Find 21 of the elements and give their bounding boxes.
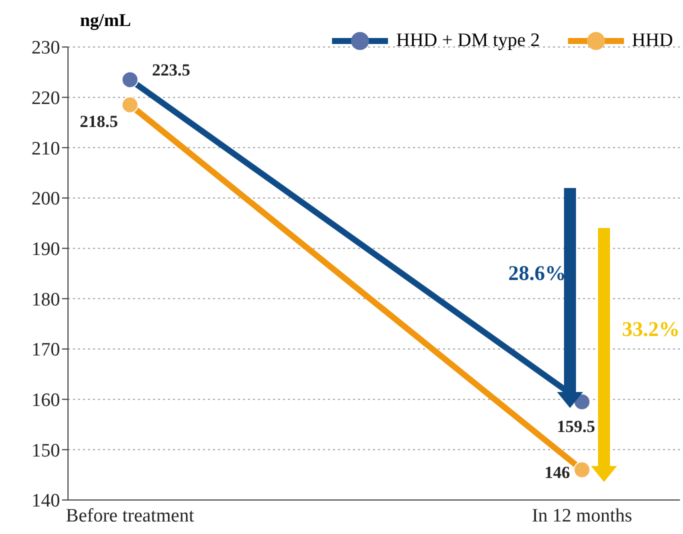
y-tick-label: 190 (32, 239, 60, 260)
y-tick-label: 210 (32, 138, 60, 160)
y-tick-label: 170 (32, 340, 60, 361)
y-tick-label: 200 (32, 188, 60, 210)
data-label: 146 (544, 462, 570, 482)
y-tick-label: 180 (32, 289, 60, 310)
data-label: 159.5 (556, 416, 596, 436)
data-label: 218.5 (80, 112, 118, 131)
annotation: 33.2% (622, 317, 680, 341)
x-tick-label: Before treatment (66, 505, 195, 526)
x-tick-label: In 12 months (532, 505, 632, 526)
data-label: 223.5 (152, 60, 190, 80)
y-tick-label: 140 (32, 490, 60, 512)
y-tick-label: 150 (32, 440, 60, 462)
legend-label: HHD (632, 30, 673, 52)
y-tick-label: 230 (32, 38, 60, 59)
y-tick-label: 160 (32, 390, 60, 412)
y-axis-title: ng/mL (80, 10, 132, 31)
y-tick-label: 220 (32, 88, 60, 110)
annotation: 28.6% (508, 261, 566, 285)
legend-label: HHD + DM type 2 (396, 30, 540, 52)
